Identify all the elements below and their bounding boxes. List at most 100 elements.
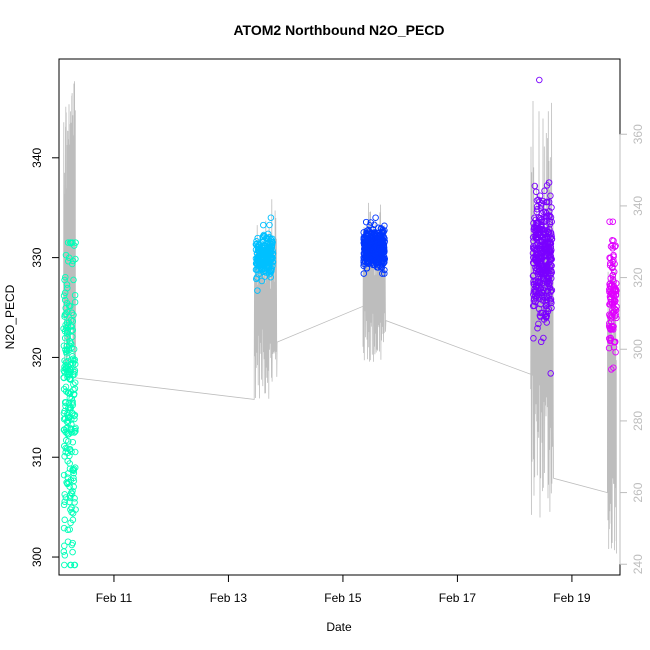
data-point <box>252 275 260 283</box>
data-point <box>62 251 70 259</box>
data-point <box>546 240 554 247</box>
data-point <box>548 304 555 312</box>
data-point <box>529 259 537 266</box>
data-point <box>62 304 69 312</box>
data-point <box>535 289 542 296</box>
data-point <box>71 499 78 506</box>
data-point <box>373 258 380 265</box>
data-point <box>546 249 553 256</box>
data-point <box>381 270 388 277</box>
data-point <box>543 274 551 281</box>
data-point <box>379 257 387 264</box>
data-point <box>535 305 543 313</box>
data-point <box>607 295 614 302</box>
y2-tick-label: 280 <box>631 411 645 431</box>
data-point <box>539 241 546 249</box>
data-point <box>362 239 370 247</box>
data-point <box>61 296 69 304</box>
data-point <box>67 425 74 432</box>
series-group-2 <box>252 214 277 294</box>
data-point <box>62 399 70 406</box>
data-point <box>61 561 68 569</box>
data-point <box>537 257 544 265</box>
data-point <box>64 334 71 341</box>
data-point <box>66 404 74 411</box>
data-point <box>543 182 551 189</box>
data-point <box>61 426 68 433</box>
data-point <box>65 438 72 445</box>
data-point <box>360 270 368 277</box>
data-point <box>62 383 70 391</box>
data-point <box>609 271 617 279</box>
data-point <box>530 335 537 342</box>
data-point <box>548 286 556 294</box>
data-point <box>535 246 543 253</box>
data-point <box>256 241 263 248</box>
data-point <box>68 429 75 436</box>
data-point <box>543 294 550 301</box>
data-point <box>379 240 387 247</box>
data-point <box>64 449 72 456</box>
data-point <box>61 498 68 505</box>
scatter-points-layer <box>60 76 620 569</box>
data-point <box>606 280 614 287</box>
data-point <box>72 427 79 435</box>
data-point <box>531 298 539 306</box>
x-tick-label: Feb 13 <box>210 591 248 605</box>
data-point <box>366 222 374 229</box>
data-point <box>64 424 71 431</box>
data-point <box>532 292 539 300</box>
data-point <box>363 265 371 272</box>
data-point <box>267 235 275 243</box>
data-point <box>610 253 617 260</box>
data-point <box>70 345 78 353</box>
data-point <box>60 342 68 350</box>
data-point <box>71 448 79 456</box>
data-point <box>66 498 73 506</box>
data-point <box>64 538 72 545</box>
data-point <box>381 227 388 234</box>
data-point <box>70 311 77 319</box>
data-point <box>267 214 275 221</box>
data-point <box>612 307 620 314</box>
data-point <box>546 239 553 247</box>
data-point <box>535 320 542 328</box>
data-point <box>363 250 370 258</box>
data-point <box>62 273 69 281</box>
data-point <box>70 276 77 284</box>
data-point <box>540 334 547 342</box>
data-point <box>68 421 75 428</box>
data-point <box>536 230 543 237</box>
data-point <box>71 495 78 502</box>
data-point <box>254 257 262 264</box>
data-point <box>609 218 617 225</box>
x-tick-label: Feb 11 <box>96 591 133 605</box>
data-point <box>537 309 545 317</box>
data-point <box>610 284 618 291</box>
data-point <box>64 389 72 396</box>
data-point <box>263 240 271 248</box>
data-point <box>606 283 614 290</box>
data-point <box>66 452 73 460</box>
data-point <box>532 288 539 296</box>
data-point <box>533 205 541 213</box>
data-point <box>61 453 68 460</box>
x-tick-label: Feb 19 <box>553 591 591 605</box>
data-point <box>544 282 551 290</box>
data-point <box>254 234 261 242</box>
x-axis-label: Date <box>326 620 352 634</box>
y2-tick-label: 360 <box>631 124 645 144</box>
data-point <box>380 246 388 253</box>
data-point <box>266 268 273 275</box>
data-point <box>608 313 616 320</box>
data-point <box>260 232 268 240</box>
data-point <box>544 308 552 315</box>
data-point <box>60 292 68 299</box>
data-point <box>66 465 74 472</box>
data-point <box>62 402 69 410</box>
data-point <box>252 240 260 248</box>
data-point <box>544 229 552 236</box>
data-point <box>61 552 69 559</box>
data-point <box>69 438 77 446</box>
data-point <box>379 270 386 277</box>
